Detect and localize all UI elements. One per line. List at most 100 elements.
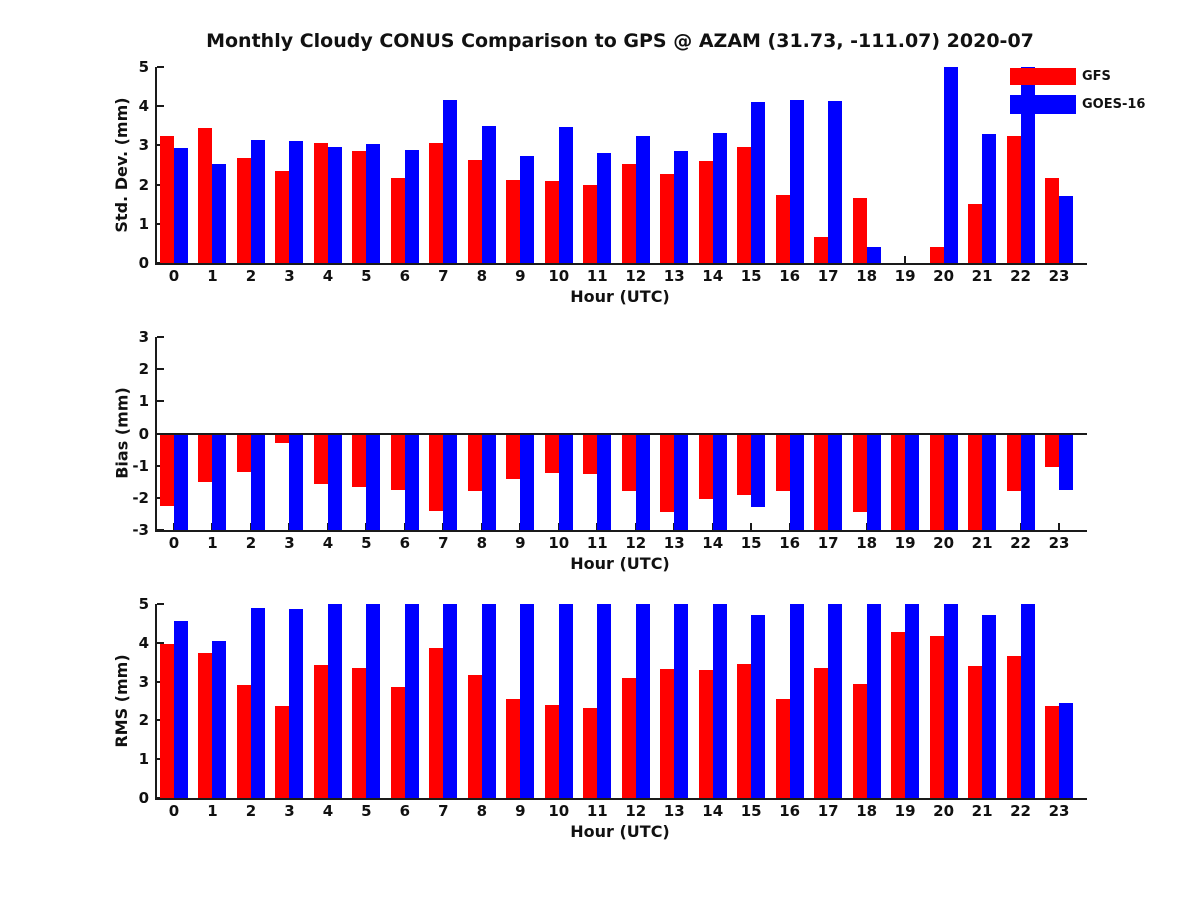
bar-goes-16-hour-13	[674, 433, 689, 530]
bar-gfs-hour-3	[275, 170, 290, 263]
x-tick-label: 9	[515, 267, 526, 285]
bar-goes-16-hour-14	[712, 604, 727, 798]
bar-goes-16-hour-12	[635, 604, 650, 798]
x-tick-label: 4	[322, 534, 334, 552]
bar-goes-16-hour-15	[751, 433, 766, 508]
x-tick-label: 21	[971, 802, 993, 820]
bar-goes-16-hour-16	[789, 604, 804, 798]
y-tick-label: 0	[138, 254, 149, 272]
x-tick-label: 14	[702, 534, 724, 552]
bar-goes-16-hour-21	[982, 614, 997, 798]
bar-goes-16-hour-15	[751, 101, 766, 263]
y-tick-label: 2	[138, 360, 149, 379]
bar-goes-16-hour-14	[712, 132, 727, 263]
bar-gfs-hour-7	[429, 433, 444, 512]
bar-gfs-hour-1	[198, 652, 213, 798]
bar-gfs-hour-14	[698, 670, 713, 798]
x-tick-label: 11	[586, 534, 608, 552]
x-tick-label: 5	[361, 802, 372, 820]
y-tick-label: 1	[138, 214, 149, 233]
bar-goes-16-hour-2	[250, 433, 265, 530]
bar-gfs-hour-16	[775, 433, 790, 492]
x-tick-label: 16	[779, 534, 801, 552]
bar-gfs-hour-3	[275, 433, 290, 444]
bar-goes-16-hour-7	[443, 100, 458, 263]
bar-gfs-hour-0	[160, 135, 174, 263]
bar-goes-16-hour-12	[635, 433, 650, 530]
x-tick-label: 15	[740, 267, 762, 285]
bar-goes-16-hour-21	[982, 433, 997, 530]
x-tick-label: 11	[586, 267, 608, 285]
bar-goes-16-hour-20	[943, 604, 958, 798]
x-tick-label: 0	[168, 802, 180, 820]
bar-gfs-hour-1	[198, 127, 213, 263]
bar-gfs-hour-18	[852, 683, 867, 798]
x-tick-label: 1	[207, 267, 218, 285]
bar-goes-16-hour-13	[674, 150, 689, 263]
x-tick-label: 19	[894, 802, 916, 820]
x-tick-label: 15	[740, 534, 762, 552]
x-tick-label: 17	[817, 802, 839, 820]
y-tick	[157, 368, 164, 371]
y-tick-label: 4	[138, 97, 149, 116]
x-tick-label: 8	[476, 534, 488, 552]
bar-goes-16-hour-15	[751, 614, 766, 798]
legend-swatch-goes16	[1010, 95, 1076, 114]
bar-gfs-hour-9	[506, 699, 521, 798]
bar-goes-16-hour-23	[1059, 702, 1074, 798]
zero-line	[157, 432, 1087, 435]
y-tick-label: -1	[132, 456, 149, 475]
x-tick-label: 5	[361, 267, 372, 285]
bar-goes-16-hour-0	[174, 621, 188, 798]
bar-gfs-hour-6	[390, 177, 405, 263]
y-tick-label: 4	[138, 633, 149, 652]
x-tick-label: 23	[1048, 267, 1070, 285]
bar-goes-16-hour-21	[982, 134, 997, 263]
bar-gfs-hour-21	[968, 204, 983, 263]
x-tick-label: 17	[817, 534, 839, 552]
bar-gfs-hour-15	[737, 146, 752, 263]
bar-goes-16-hour-18	[866, 433, 881, 530]
x-tick-label: 13	[663, 802, 685, 820]
bar-goes-16-hour-8	[481, 604, 496, 798]
y-tick-label: 1	[138, 392, 149, 411]
bar-gfs-hour-20	[929, 433, 944, 530]
x-tick-label: 16	[779, 802, 801, 820]
bar-goes-16-hour-11	[597, 152, 612, 263]
figure-title: Monthly Cloudy CONUS Comparison to GPS @…	[206, 30, 1034, 52]
y-tick-label: 5	[138, 58, 149, 76]
legend-label-goes16: GOES-16	[1082, 97, 1146, 112]
y-tick-label: 5	[138, 595, 149, 613]
bar-gfs-hour-14	[698, 433, 713, 500]
x-tick-label: 23	[1048, 534, 1070, 552]
bar-gfs-hour-13	[660, 173, 675, 263]
x-tick-label: 12	[625, 534, 647, 552]
bar-goes-16-hour-22	[1020, 67, 1035, 263]
y-tick-label: 2	[138, 175, 149, 194]
bar-goes-16-hour-9	[520, 156, 535, 263]
x-tick-label: 1	[207, 802, 218, 820]
x-tick-label: 14	[702, 267, 724, 285]
bar-gfs-hour-4	[313, 142, 328, 263]
bar-goes-16-hour-14	[712, 433, 727, 530]
x-tick-label: 15	[740, 802, 762, 820]
y-tick-label: 3	[138, 136, 149, 155]
bar-goes-16-hour-7	[443, 433, 458, 530]
bar-gfs-hour-8	[467, 159, 482, 263]
bar-gfs-hour-1	[198, 433, 213, 482]
bar-goes-16-hour-11	[597, 433, 612, 530]
bar-gfs-hour-12	[621, 433, 636, 492]
bar-gfs-hour-11	[583, 708, 598, 798]
bar-gfs-hour-12	[621, 678, 636, 798]
y-tick-label: 3	[138, 672, 149, 691]
x-tick-label: 5	[361, 534, 372, 552]
bar-goes-16-hour-13	[674, 604, 689, 798]
x-tick-label: 23	[1048, 802, 1070, 820]
x-tick-label: 12	[625, 267, 647, 285]
bar-gfs-hour-13	[660, 433, 675, 513]
bar-goes-16-hour-20	[943, 433, 958, 530]
bar-gfs-hour-23	[1045, 705, 1060, 798]
bar-gfs-hour-20	[929, 246, 944, 263]
bar-goes-16-hour-17	[828, 100, 843, 263]
x-tick-label: 22	[1010, 267, 1031, 285]
